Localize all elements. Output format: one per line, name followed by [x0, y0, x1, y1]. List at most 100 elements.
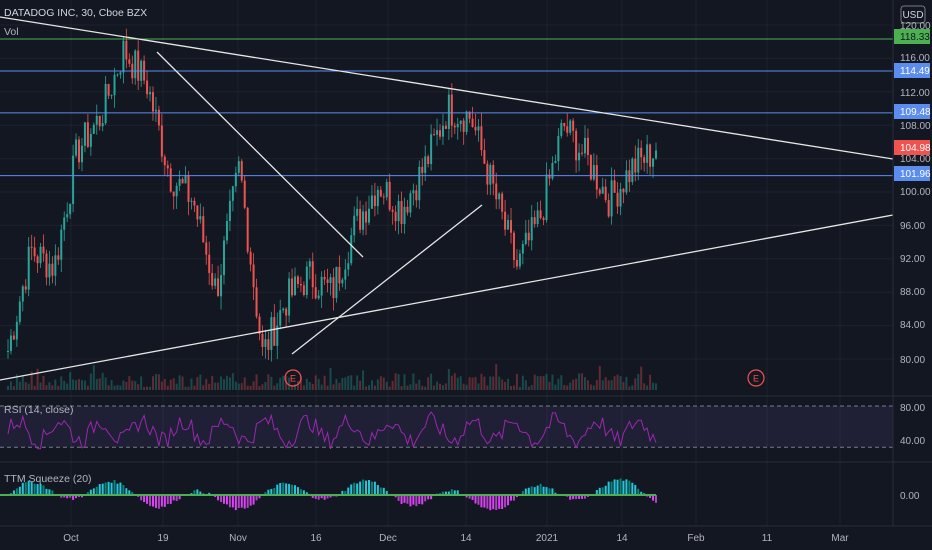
squeeze-bar	[427, 495, 430, 500]
level-badge-118-value: 118.33	[900, 32, 930, 43]
candle-body	[489, 164, 492, 185]
last-price-badge[interactable]: 104.98	[894, 140, 931, 155]
horizontal-levels[interactable]	[0, 38, 893, 177]
volume-bar	[69, 372, 72, 390]
candle-body	[270, 317, 273, 350]
trendline-3[interactable]	[291, 204, 483, 355]
volume-bar	[536, 376, 539, 390]
squeeze-bar	[477, 495, 480, 505]
volume-bar	[323, 375, 326, 390]
candle-body	[273, 317, 276, 346]
volume-bar	[462, 383, 465, 390]
volume-bar	[578, 373, 581, 390]
candle-body	[545, 174, 548, 221]
volume-bar	[586, 380, 589, 390]
level-badge-109[interactable]: 109.48	[894, 104, 931, 119]
squeeze-bar	[515, 495, 518, 498]
ttm-squeeze-label[interactable]: TTM Squeeze (20)	[4, 473, 92, 485]
candle-body	[237, 161, 240, 173]
candle-body	[586, 137, 589, 156]
squeeze-bar	[447, 491, 450, 495]
candle-body	[554, 161, 557, 164]
candle-body	[228, 200, 231, 221]
candle-body	[628, 170, 631, 183]
level-badge-118[interactable]: 118.33	[894, 29, 930, 44]
squeeze-bar	[353, 482, 356, 495]
currency-button[interactable]	[900, 5, 926, 24]
volume-bar	[181, 376, 184, 390]
volume-bar	[107, 385, 110, 390]
volume-bar	[267, 374, 270, 390]
volume-bar	[163, 378, 166, 390]
volume-bar	[569, 382, 572, 390]
volume-bar	[326, 385, 329, 390]
trendlines[interactable]	[0, 16, 894, 381]
volume-bar	[302, 385, 305, 390]
candle-body	[625, 170, 628, 193]
volume-bar	[140, 376, 143, 390]
level-badge-114[interactable]: 114.49	[894, 63, 930, 78]
earnings-marker-2-label: E	[753, 374, 759, 384]
squeeze-bar	[33, 483, 36, 495]
volume-bar	[566, 385, 569, 390]
squeeze-bar	[63, 495, 66, 498]
candle-body	[175, 185, 178, 197]
candle-body	[172, 191, 175, 197]
volume-label[interactable]: Vol	[4, 26, 19, 38]
squeeze-bar	[110, 482, 113, 495]
squeeze-bar	[400, 495, 403, 504]
earnings-marker-1[interactable]: E	[284, 369, 302, 387]
candle-body	[391, 209, 394, 212]
volume-bar	[356, 375, 359, 390]
volume-bar	[228, 377, 231, 390]
volume-bar	[299, 376, 302, 390]
squeeze-bar	[465, 495, 468, 498]
volume-bar	[373, 385, 376, 390]
candle-body	[66, 214, 69, 218]
candle-body	[69, 203, 72, 215]
candle-body	[622, 188, 625, 193]
volume-bar	[450, 375, 453, 390]
volume-bar	[557, 378, 560, 390]
volume-bar	[453, 373, 456, 390]
squeeze-bar	[175, 495, 178, 502]
candle-body	[72, 155, 75, 204]
candle-body	[474, 126, 477, 131]
candle-body	[60, 229, 63, 260]
candle-body	[344, 269, 347, 280]
volume-bar	[211, 375, 214, 390]
candle-body	[296, 276, 299, 284]
volume-bar	[637, 374, 640, 390]
time-label-2021: 2021	[536, 533, 559, 544]
squeeze-bar	[569, 495, 572, 500]
trendline-0[interactable]	[0, 16, 894, 160]
candle-body	[223, 240, 225, 276]
rsi-label[interactable]: RSI (14, close)	[4, 404, 73, 416]
squeeze-bar	[240, 495, 243, 508]
candle-body	[231, 186, 234, 201]
candle-body	[113, 74, 116, 96]
candle-body	[288, 278, 291, 316]
grid-lines	[0, 0, 893, 526]
squeeze-bar	[533, 487, 536, 495]
symbol-title[interactable]: DATADOG INC, 30, Cboe BZX	[4, 7, 147, 19]
volume-bar	[243, 377, 246, 390]
trendline-1[interactable]	[0, 214, 894, 381]
volume-bar	[101, 372, 104, 390]
volume-bar	[527, 386, 530, 390]
candle-body	[370, 195, 373, 209]
candle-body	[341, 279, 344, 284]
trendline-2[interactable]	[156, 51, 364, 258]
candle-body	[169, 168, 172, 192]
candle-body	[95, 115, 98, 125]
volume-bar	[362, 370, 365, 390]
squeeze-bar	[548, 488, 551, 495]
volume-bar	[60, 376, 63, 390]
volume-bar	[501, 379, 504, 390]
level-badge-101[interactable]: 101.96	[894, 166, 931, 181]
squeeze-bar	[545, 487, 548, 495]
candle-body	[471, 118, 474, 127]
earnings-marker-2[interactable]: E	[747, 369, 765, 387]
candle-body	[409, 193, 412, 213]
